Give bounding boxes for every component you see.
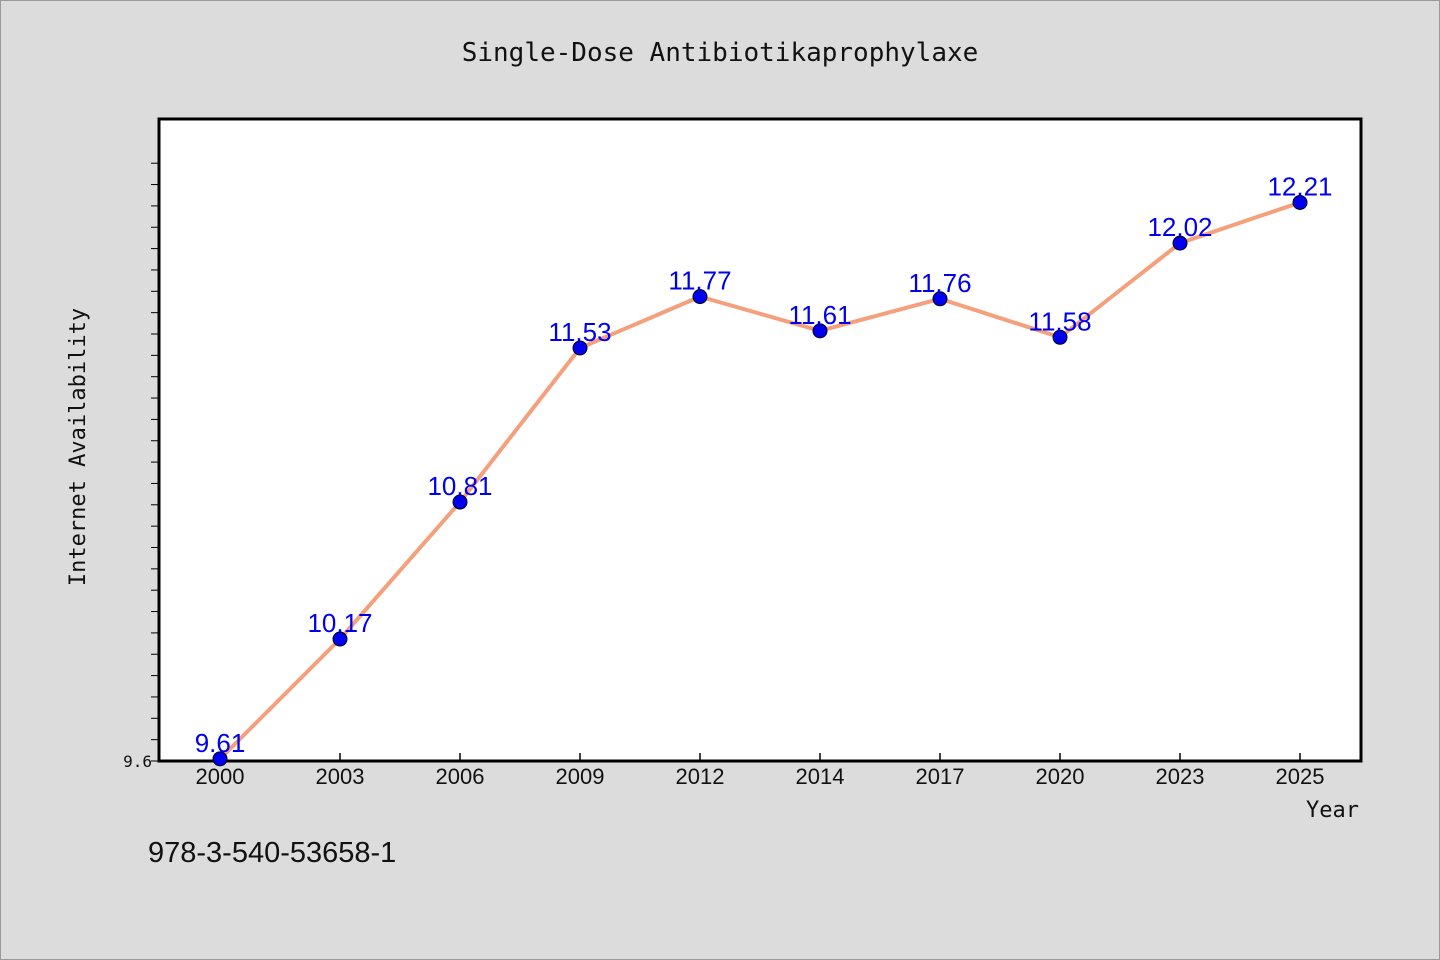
data-point (1172, 235, 1188, 251)
x-axis-tick-label: 2003 (316, 764, 365, 789)
x-axis-tick-label: 2012 (676, 764, 725, 789)
data-label: 9.61 (195, 728, 246, 758)
data-label: 11.61 (788, 300, 851, 330)
x-axis-tick-label: 2025 (1276, 764, 1325, 789)
data-label: 10.81 (427, 471, 492, 501)
y-axis-ticks (151, 162, 159, 762)
series-data-labels: 9.61 10.17 10.81 11.53 11.77 11.61 11.76 11.58 1… (195, 171, 1333, 757)
data-point (932, 291, 948, 307)
data-point (692, 289, 708, 305)
chart-title: Single-Dose Antibiotikaprophylaxe (462, 38, 979, 68)
x-axis-tick-label: 2017 (916, 764, 965, 789)
data-label: 10.17 (307, 608, 372, 638)
footnote-isbn: 978-3-540-53658-1 (148, 837, 396, 869)
series-markers (212, 194, 1308, 767)
x-axis-tick-label: 2006 (436, 764, 485, 789)
x-axis-title: Year (1306, 798, 1359, 823)
y-axis-tick-labels: 9.6 (123, 752, 152, 771)
data-point (452, 494, 468, 510)
x-axis-tick-labels: 2000 2003 2006 2009 2012 2014 2017 2020 2023 2025 (196, 764, 1325, 789)
x-axis-tick-label: 2023 (1156, 764, 1205, 789)
data-point (1292, 194, 1308, 210)
x-axis-tick-label: 2000 (196, 764, 245, 789)
x-axis-tick-label: 2020 (1036, 764, 1085, 789)
data-label: 11.58 (1028, 306, 1091, 336)
y-axis-tick-label: 9.6 (123, 752, 152, 771)
y-axis-title: Internet Availability (66, 308, 91, 586)
series-line (218, 200, 1301, 761)
x-axis-tick-label: 2014 (796, 764, 845, 789)
data-point (1052, 329, 1068, 345)
data-point (812, 323, 828, 339)
data-label: 11.77 (668, 266, 731, 296)
data-label: 12.21 (1267, 171, 1332, 201)
data-label: 11.53 (548, 317, 611, 347)
data-point (332, 631, 348, 647)
data-label: 11.76 (908, 268, 971, 298)
series-line-group (218, 200, 1301, 761)
data-point (572, 340, 588, 356)
x-axis-tick-label: 2009 (556, 764, 605, 789)
plot-area (157, 117, 1363, 763)
data-point (212, 751, 228, 767)
data-label: 12.02 (1147, 212, 1212, 242)
